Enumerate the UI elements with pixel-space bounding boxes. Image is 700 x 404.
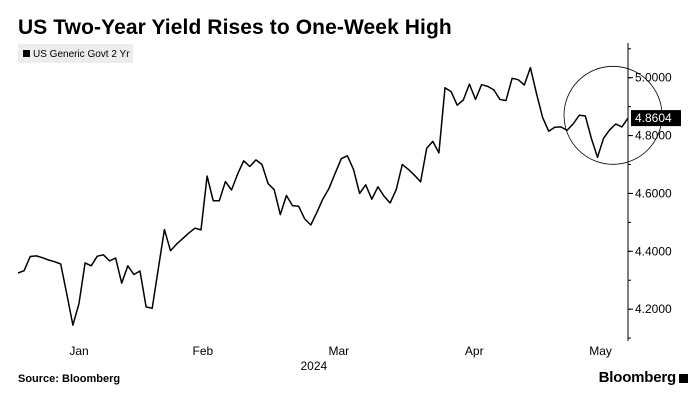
bloomberg-logo: Bloomberg bbox=[599, 369, 688, 386]
x-tick-label: Feb bbox=[192, 344, 213, 358]
y-axis: 4.2000 4.4000 4.6000 4.8000 5.0000 bbox=[627, 43, 672, 341]
x-tick-label: May bbox=[589, 344, 612, 358]
y-tick-label: 4.4000 bbox=[635, 244, 672, 258]
plot-area: 4.8604 bbox=[17, 65, 681, 326]
source-note: Source: Bloomberg bbox=[18, 373, 121, 385]
x-tick-label: Jan bbox=[69, 344, 88, 358]
chart-title: US Two-Year Yield Rises to One-Week High bbox=[18, 16, 452, 39]
bloomberg-mark-icon bbox=[679, 374, 688, 383]
x-axis: Jan Feb Mar Apr May 2024 bbox=[69, 344, 612, 373]
legend: US Generic Govt 2 Yr bbox=[18, 44, 133, 63]
y-tick-label: 5.0000 bbox=[635, 71, 672, 85]
series-line-us-generic-govt-2-yr bbox=[17, 66, 629, 326]
last-value-label: 4.8604 bbox=[635, 111, 672, 125]
y-tick-label: 4.2000 bbox=[635, 302, 672, 316]
x-tick-label: Apr bbox=[465, 344, 484, 358]
bloomberg-wordmark: Bloomberg bbox=[598, 369, 677, 386]
x-tick-label: Mar bbox=[329, 344, 350, 358]
last-value-box bbox=[631, 110, 681, 127]
legend-box bbox=[18, 44, 133, 63]
y-tick-label: 4.6000 bbox=[635, 186, 672, 200]
legend-label: US Generic Govt 2 Yr bbox=[33, 49, 130, 60]
legend-swatch bbox=[23, 50, 30, 57]
y-tick-label: 4.8000 bbox=[635, 129, 672, 143]
x-year-label: 2024 bbox=[300, 359, 327, 373]
